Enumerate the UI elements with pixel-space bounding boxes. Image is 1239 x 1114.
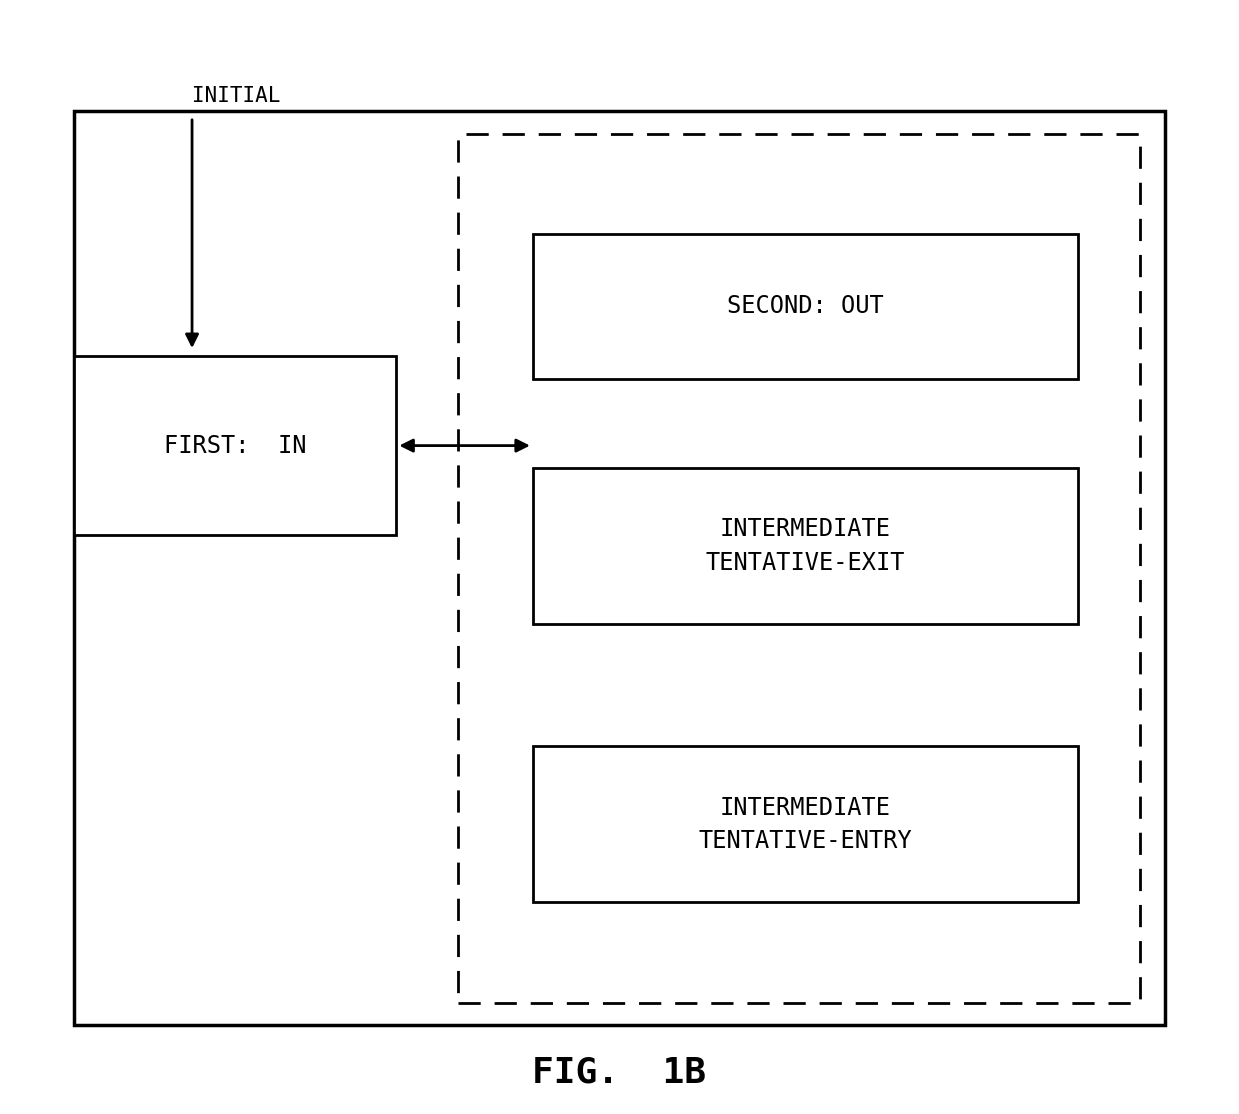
Bar <box>74 356 396 535</box>
Bar <box>533 234 1078 379</box>
Text: FIG.  1B: FIG. 1B <box>533 1056 706 1089</box>
Text: FIRST:  IN: FIRST: IN <box>164 433 307 458</box>
Bar <box>458 134 1140 1003</box>
Text: INITIAL: INITIAL <box>192 86 280 106</box>
Text: SECOND: OUT: SECOND: OUT <box>727 294 883 319</box>
Bar <box>74 111 1165 1025</box>
Text: INTERMEDIATE
TENTATIVE-ENTRY: INTERMEDIATE TENTATIVE-ENTRY <box>699 795 912 853</box>
Text: INTERMEDIATE
TENTATIVE-EXIT: INTERMEDIATE TENTATIVE-EXIT <box>705 517 906 575</box>
Bar <box>533 468 1078 624</box>
Bar <box>533 746 1078 902</box>
